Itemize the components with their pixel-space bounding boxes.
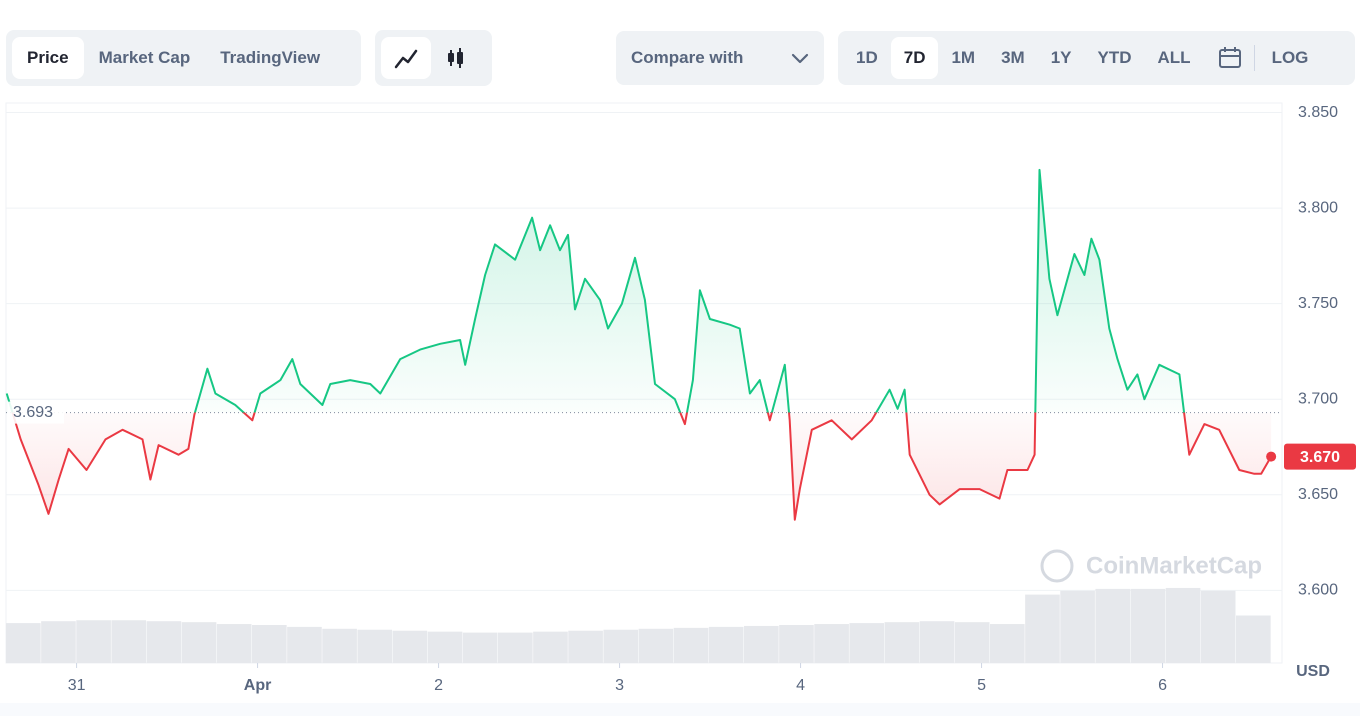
volume-bar <box>638 628 674 663</box>
separator <box>1253 45 1255 71</box>
range-button[interactable]: YTD <box>1097 48 1132 67</box>
tab-button[interactable]: Market Cap <box>98 48 191 67</box>
line-icon <box>394 49 418 69</box>
volume-bar <box>216 624 252 663</box>
volume-bar <box>849 623 885 663</box>
volume-bar <box>884 622 920 663</box>
volume-bar <box>533 631 568 663</box>
calendar-icon <box>1218 47 1241 68</box>
x-tick-label: 2 <box>434 677 443 694</box>
volume-bar <box>814 624 849 663</box>
volume-bar <box>989 624 1025 663</box>
y-tick-label: 3.700 <box>1298 390 1338 407</box>
volume-bar <box>427 631 463 663</box>
volume-bar <box>779 625 814 663</box>
volume-bar <box>1165 587 1201 663</box>
x-tick-label: 3 <box>615 677 624 694</box>
volume-bar <box>708 626 744 663</box>
x-tick-label: 31 <box>68 677 86 694</box>
y-tick-label: 3.750 <box>1298 295 1338 312</box>
calendar-button[interactable] <box>1204 37 1254 79</box>
volume-bar <box>1200 590 1236 663</box>
x-tick-label: 6 <box>1158 677 1167 694</box>
footer-strip <box>0 703 1360 716</box>
last-price-badge <box>1284 443 1356 470</box>
last-price-label: 3.670 <box>1300 449 1340 466</box>
volume-bar <box>6 623 41 663</box>
reference-label: 3.693 <box>13 404 53 421</box>
volume-bar <box>251 625 287 663</box>
volume-bar <box>287 626 322 663</box>
log-button[interactable]: LOG <box>1271 48 1309 67</box>
volume-bar <box>1235 615 1271 663</box>
price-line <box>5 168 1272 521</box>
volume-bar <box>743 625 779 663</box>
compare-dropdown[interactable]: Compare with <box>616 31 824 85</box>
volume-bar <box>954 622 990 663</box>
volume-bar <box>1060 590 1095 663</box>
chart-type-group <box>375 30 492 86</box>
volume-bar <box>111 620 147 663</box>
range-button[interactable]: 1M <box>951 48 976 67</box>
y-tick-label: 3.600 <box>1298 582 1338 599</box>
x-tick-label: 5 <box>977 677 986 694</box>
tab-group: Price Market Cap TradingView <box>6 30 361 86</box>
y-tick-label: 3.650 <box>1298 486 1338 503</box>
volume-bar <box>41 621 76 663</box>
range-button[interactable]: 1Y <box>1050 48 1072 67</box>
x-tick-label: 4 <box>796 677 805 694</box>
candle-chart-button[interactable] <box>431 37 481 79</box>
volume-bar <box>1095 588 1131 663</box>
y-tick-label: 3.850 <box>1298 104 1338 121</box>
volume-bar <box>673 627 709 663</box>
reference-label-bg <box>8 401 64 424</box>
volume-bar <box>76 620 111 663</box>
x-tick-label: Apr <box>244 677 272 694</box>
volume-bar <box>919 621 955 663</box>
volume-bar <box>462 632 498 663</box>
compare-label: Compare with <box>631 48 744 67</box>
candle-icon <box>448 48 463 68</box>
last-point <box>1266 451 1277 462</box>
volume-bar <box>1130 588 1166 663</box>
range-button[interactable]: 3M <box>1001 48 1025 67</box>
volume-bar <box>1025 594 1060 663</box>
tab-button[interactable]: Price <box>12 37 84 79</box>
volume-bar <box>497 632 533 663</box>
price-area <box>6 169 1272 520</box>
range-button[interactable]: ALL <box>1157 48 1191 67</box>
chevron-icon <box>791 53 809 64</box>
volume-bar <box>392 630 428 663</box>
y-tick-label: 3.800 <box>1298 199 1338 216</box>
volume-bar <box>568 630 603 663</box>
volume-bar <box>322 628 357 663</box>
tab-button[interactable]: TradingView <box>220 48 321 67</box>
watermark: CoinMarketCap <box>1086 552 1262 579</box>
volume-bar <box>181 622 217 663</box>
range-group: 1D 7D 1M 3M 1Y YTD ALL LOG <box>838 31 1355 85</box>
watermark-logo <box>1040 549 1074 583</box>
volume-bar <box>146 621 182 663</box>
range-button[interactable]: 1D <box>856 48 878 67</box>
line-chart-button[interactable] <box>381 37 431 79</box>
currency-label: USD <box>1296 663 1330 680</box>
volume-bar <box>603 629 639 663</box>
range-button[interactable]: 7D <box>890 37 939 79</box>
volume-bar <box>357 629 393 663</box>
